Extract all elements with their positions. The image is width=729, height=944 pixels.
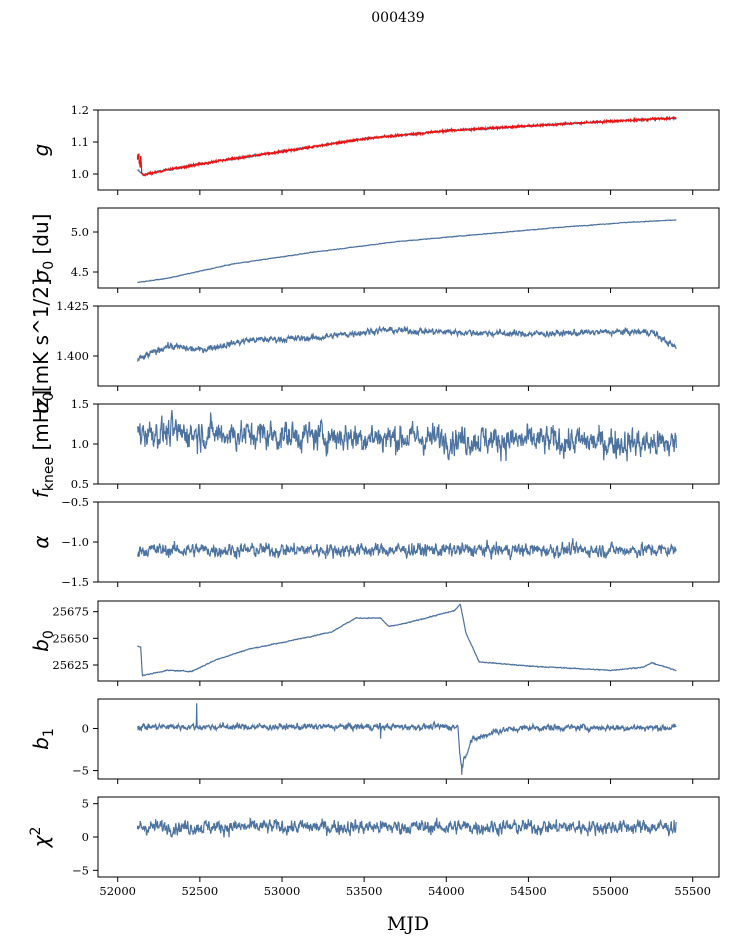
- y-label-symbol: χ: [29, 834, 53, 848]
- panel-7: −5 0 b1: [29, 698, 720, 784]
- y-label-unit: [mHz]: [29, 390, 53, 457]
- y-axis-label: b1: [29, 728, 57, 750]
- y-tick-label: 25650: [52, 631, 89, 645]
- y-tick-label: 4.5: [71, 265, 89, 279]
- y-axis-label: χ2: [28, 827, 53, 849]
- y-axis-label: b0: [29, 630, 57, 652]
- y-tick-label: −1.0: [61, 535, 89, 549]
- y-axis-label: α: [29, 535, 53, 548]
- data-series-line: [137, 538, 677, 561]
- panel-5: −1.5 −1.0 −0.5 α: [29, 495, 720, 589]
- y-label-subscript: 1: [41, 728, 57, 737]
- axes-frame: [97, 698, 720, 780]
- y-axis-label: σ0 [du]: [29, 214, 57, 283]
- x-tick-label: 52000: [99, 884, 136, 898]
- y-tick-label: 1.2: [71, 103, 89, 117]
- y-tick-label: 1.0: [71, 437, 89, 451]
- x-tick-label: 53500: [346, 884, 383, 898]
- y-label-symbol: σ: [29, 268, 53, 282]
- axes-frame: [97, 600, 720, 682]
- axes-frame: [97, 796, 720, 878]
- y-axis-label: g: [29, 144, 53, 157]
- y-tick-label: −5: [72, 863, 89, 877]
- y-axis-label: σ0[mK s^1/2]: [29, 278, 57, 414]
- y-label-subscript: 0: [41, 630, 57, 639]
- y-tick-label: 0.5: [71, 477, 89, 491]
- y-tick-label: −1.5: [61, 575, 89, 589]
- y-tick-label: 1.400: [56, 349, 89, 363]
- y-tick-label: 1.0: [71, 167, 89, 181]
- axes-frame: [97, 501, 720, 583]
- y-tick-label: 1.1: [71, 135, 89, 149]
- fit-line: [136, 115, 677, 177]
- data-series-line: [137, 703, 677, 775]
- y-label-symbol: b: [29, 737, 53, 750]
- y-label-subscript: 0: [41, 392, 57, 401]
- y-label-symbol: g: [29, 144, 53, 157]
- y-label-unit: [du]: [29, 214, 53, 261]
- data-series-line: [137, 115, 677, 177]
- data-series-line: [136, 409, 677, 462]
- x-tick-label: 55500: [674, 884, 711, 898]
- axes-frame: [97, 207, 720, 289]
- y-label-symbol: α: [29, 535, 53, 548]
- x-tick-label: 54500: [510, 884, 547, 898]
- panel-2: 4.5 5.0 σ0 [du]: [29, 207, 720, 293]
- data-series-line: [137, 603, 677, 677]
- figure-title: 000439: [371, 10, 424, 26]
- y-tick-label: 25625: [52, 658, 89, 672]
- x-tick-label: 52500: [182, 884, 219, 898]
- y-label-symbol: b: [29, 639, 53, 652]
- y-tick-label: 1.5: [71, 397, 89, 411]
- y-tick-label: 0: [82, 830, 89, 844]
- x-tick-label: 53000: [264, 884, 301, 898]
- y-tick-label: 0: [82, 721, 89, 735]
- panel-8: −5 0 5 52000 52500 53000 53500 54000 54500 55000 5…: [28, 796, 720, 898]
- y-tick-label: 25675: [52, 605, 89, 619]
- y-tick-label: −0.5: [61, 495, 89, 509]
- x-axis-label: MJD: [387, 913, 429, 935]
- y-tick-label: 1.425: [56, 299, 89, 313]
- axes-frame: [97, 305, 720, 387]
- y-label-symbol: f: [29, 488, 53, 498]
- x-tick-label: 55000: [592, 884, 629, 898]
- data-series-line: [137, 219, 677, 283]
- data-series-line: [136, 816, 677, 838]
- y-axis-label: fknee [mHz]: [29, 390, 57, 498]
- panel-4: 0.5 1.0 1.5 fknee [mHz]: [29, 390, 720, 498]
- x-tick-label: 54000: [428, 884, 465, 898]
- y-tick-label: 5.0: [71, 225, 89, 239]
- y-label-unit: [mK s^1/2]: [29, 278, 53, 392]
- y-label-subscript: 0: [41, 261, 57, 270]
- panel-1: 1.0 1.1 1.2 g: [29, 103, 720, 195]
- y-tick-label: −5: [72, 764, 89, 778]
- y-label-symbol: σ: [29, 400, 53, 414]
- data-series-line: [136, 325, 677, 362]
- y-label-subscript: knee: [41, 457, 57, 491]
- axes-frame: [97, 109, 720, 191]
- y-tick-label: 5: [82, 797, 89, 811]
- panel-6: 25625 25650 25675 b0: [29, 600, 720, 686]
- y-label-superscript: 2: [28, 827, 44, 836]
